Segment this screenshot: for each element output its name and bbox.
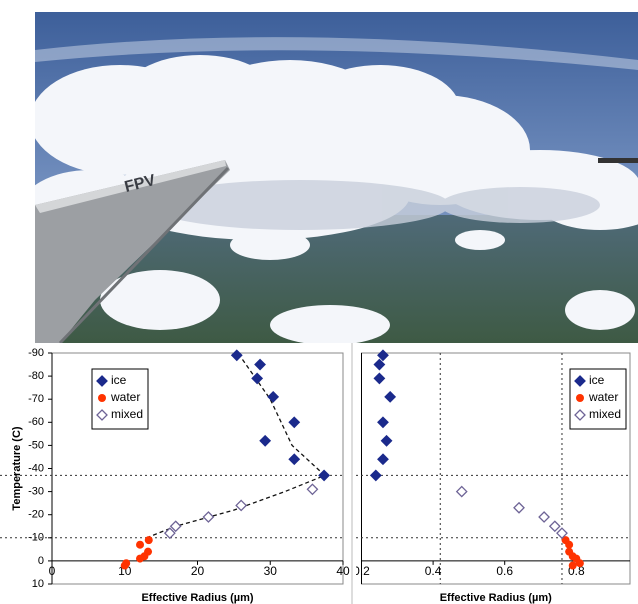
y-tick-label: -70 bbox=[28, 393, 44, 405]
point bbox=[377, 349, 389, 362]
y-tick-label: -90 bbox=[28, 347, 44, 359]
legend: ice water mixed bbox=[91, 368, 149, 430]
y-tick-label: -60 bbox=[28, 416, 44, 428]
point bbox=[120, 561, 129, 570]
point bbox=[306, 483, 319, 496]
point bbox=[288, 416, 301, 429]
point bbox=[235, 499, 248, 512]
point bbox=[251, 372, 264, 385]
y-tick-label: 0 bbox=[38, 555, 44, 567]
y-axis-title: Temperature (C) bbox=[11, 426, 23, 510]
point bbox=[259, 434, 272, 447]
x-tick-label: 40 bbox=[336, 564, 350, 578]
point bbox=[373, 372, 386, 385]
point bbox=[455, 485, 468, 498]
x-tick-label: 0.4 bbox=[425, 564, 442, 578]
point bbox=[576, 394, 584, 402]
legend: ice water mixed bbox=[569, 368, 627, 430]
point bbox=[96, 375, 108, 387]
legend-label: water bbox=[588, 390, 618, 404]
point bbox=[565, 540, 574, 549]
y-tick-label: -40 bbox=[28, 462, 44, 474]
photo: FPV bbox=[35, 12, 638, 343]
legend-label: ice bbox=[111, 373, 127, 387]
point bbox=[513, 501, 525, 514]
x-tick-label: 0 bbox=[49, 564, 56, 578]
y-tick-label: -30 bbox=[28, 486, 44, 498]
point bbox=[254, 358, 266, 371]
point bbox=[548, 520, 561, 533]
x-tick-label: 30 bbox=[264, 564, 278, 578]
point bbox=[169, 520, 182, 533]
point bbox=[318, 469, 331, 482]
x-axis-title: Effective Radius (µm) bbox=[141, 592, 253, 604]
y-tick-label: -80 bbox=[28, 370, 44, 382]
point bbox=[568, 561, 577, 570]
y-tick-label: -10 bbox=[28, 532, 44, 544]
point bbox=[574, 409, 586, 421]
point bbox=[377, 453, 389, 466]
y-tick-label: -20 bbox=[28, 509, 44, 521]
legend-label: mixed bbox=[589, 407, 621, 421]
y-tick-label: -50 bbox=[28, 439, 44, 451]
point bbox=[163, 527, 176, 540]
point bbox=[380, 434, 393, 447]
fit-line bbox=[146, 357, 327, 539]
point bbox=[377, 416, 389, 429]
point bbox=[96, 409, 108, 421]
point bbox=[384, 390, 397, 403]
point bbox=[267, 390, 280, 403]
x-tick-label: 0.2 bbox=[353, 564, 370, 578]
point bbox=[574, 375, 586, 387]
point bbox=[202, 511, 215, 523]
y-tick-label: 10 bbox=[32, 578, 44, 590]
point bbox=[288, 453, 301, 466]
point bbox=[136, 540, 145, 549]
x-tick-label: 20 bbox=[191, 564, 205, 578]
point bbox=[144, 536, 153, 545]
point bbox=[136, 554, 145, 563]
point bbox=[230, 349, 243, 362]
point bbox=[556, 527, 568, 540]
legend-label: ice bbox=[589, 373, 605, 387]
point bbox=[369, 469, 382, 482]
point bbox=[373, 358, 386, 371]
point bbox=[575, 559, 584, 568]
point bbox=[98, 394, 106, 402]
point bbox=[538, 511, 550, 523]
legend-label: water bbox=[110, 390, 140, 404]
x-tick-label: 0.6 bbox=[496, 564, 513, 578]
legend-label: mixed bbox=[111, 407, 143, 421]
x-axis-title: Effective Radius (µm) bbox=[440, 592, 552, 604]
